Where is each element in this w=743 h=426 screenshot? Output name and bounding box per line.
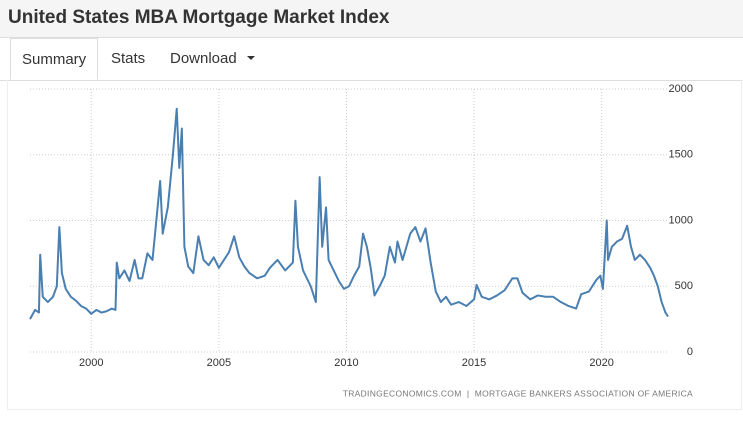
y-tick-label: 500	[675, 280, 693, 292]
tab-bar: Summary Stats Download	[0, 38, 743, 81]
x-tick-label: 2020	[589, 357, 613, 369]
x-tick-label: 2015	[462, 357, 486, 369]
header: United States MBA Mortgage Market Index	[0, 0, 743, 38]
y-tick-label: 2000	[669, 83, 693, 95]
x-tick-label: 2005	[207, 357, 231, 369]
y-tick-label: 0	[687, 346, 693, 358]
x-tick-label: 2000	[79, 357, 103, 369]
tab[interactable]: Download	[170, 38, 257, 80]
caret	[246, 56, 255, 61]
source: TRADINGECONOMICS.COM | MORTGAGE BANKERS …	[343, 388, 693, 398]
tab[interactable]: Stats	[111, 50, 146, 67]
line	[29, 107, 669, 320]
x-tick-label: 2010	[334, 357, 358, 369]
tab[interactable]: Summary	[10, 38, 98, 80]
y-tick-label: 1000	[669, 214, 693, 226]
tab-label: Download	[170, 50, 237, 67]
chart: TRADINGECONOMICS.COM | MORTGAGE BANKERS …	[29, 83, 693, 398]
page-title: United States MBA Mortgage Market Index	[8, 7, 390, 28]
y-tick-label: 1500	[669, 149, 693, 161]
chart-panel	[7, 80, 742, 410]
